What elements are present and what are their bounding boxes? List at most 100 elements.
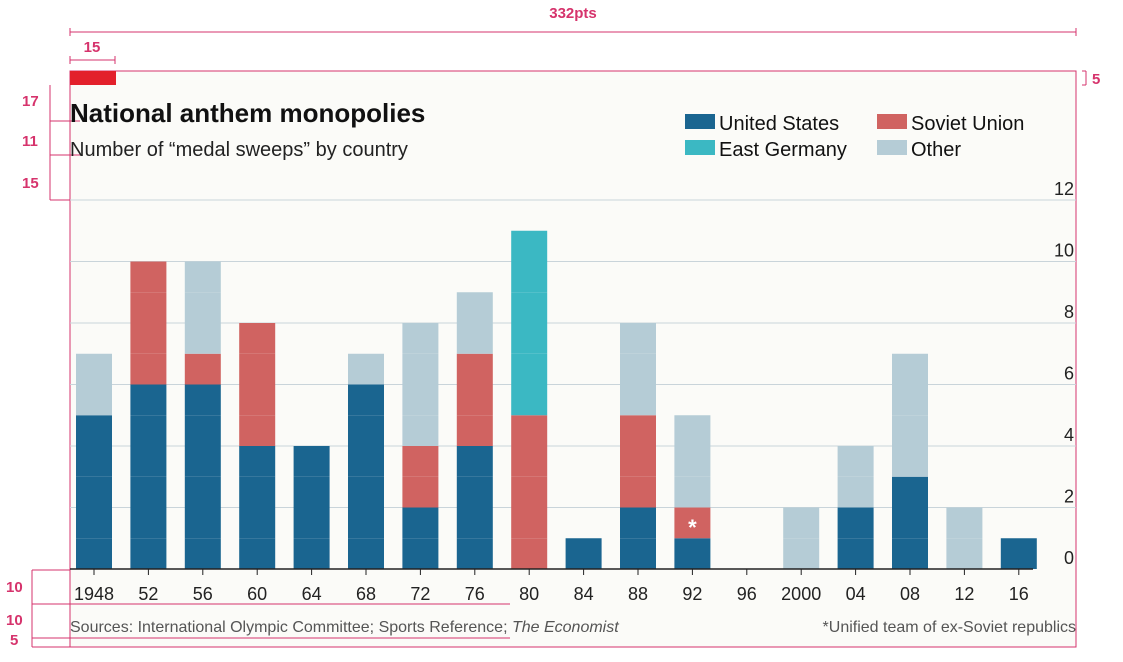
bar-us-84-1 [565,538,602,569]
y-axis: 0 2 4 6 8 10 12 [1054,179,1074,568]
bar-soviet-60-3 [239,353,276,385]
bar-soviet-88-1 [620,476,656,508]
bar-other-1948-2 [76,353,112,385]
bar-us-52-6 [130,384,167,416]
x-tick-label-88: 88 [628,584,648,604]
bar-us-1948-4 [76,446,112,477]
bar-eastgermany-80-4 [511,292,548,323]
bar-us-1948-2 [76,507,112,539]
bar-soviet-80-5 [511,415,548,446]
bar-us-64-3 [293,476,330,508]
bar-soviet-60-1 [239,415,276,446]
bar-us-76-3 [456,476,493,508]
frame-outline [69,70,1077,648]
left-margin-label: 15 [84,39,101,56]
bar-us-52-1 [130,538,167,569]
bar-other-08-4 [892,353,928,385]
bar-other-92-3 [674,415,711,446]
x-tick-label-52: 52 [138,584,158,604]
bar-other-04-2 [837,446,874,477]
bar-other-2000-1 [783,538,820,569]
bar-other-88-3 [620,323,656,354]
right-margin-label: 5 [1092,71,1100,88]
bar-eastgermany-80-1 [511,384,548,416]
bar-soviet-52-2 [130,323,167,354]
bar-eastgermany-80-5 [511,261,548,293]
bar-us-60-4 [239,446,276,477]
bar-us-68-2 [348,507,384,539]
x-tick-label-16: 16 [1009,584,1029,604]
bar-us-56-6 [184,384,221,416]
bars: * [76,230,1037,569]
bar-other-04-1 [837,476,874,508]
bar-us-72-2 [402,507,439,539]
bar-us-52-2 [130,507,167,539]
bar-other-08-3 [892,384,928,416]
bar-us-1948-5 [76,415,112,446]
title-gap-label: 17 [22,93,39,110]
x-tick-label-64: 64 [302,584,322,604]
x-tick-label-2000: 2000 [781,584,821,604]
y-tick-label-0: 0 [1064,548,1074,568]
legend-swatch-united-states [685,114,715,129]
x-tick-label-80: 80 [519,584,539,604]
bar-soviet-52-3 [130,292,167,323]
x-tick-label-04: 04 [846,584,866,604]
x-tick-label-72: 72 [410,584,430,604]
bar-us-92-1 [674,538,711,569]
bar-us-76-1 [456,538,493,569]
bar-other-56-1 [184,323,221,354]
x-axis: 1948 52 56 60 64 68 72 76 80 84 88 92 96 2000 04 08 12 16 [74,569,1029,604]
bar-other-08-1 [892,446,928,477]
bar-eastgermany-80-6 [511,230,548,262]
bar-soviet-80-4 [511,446,548,477]
bar-other-1948-1 [76,384,112,416]
source-gap-label: 10 [6,612,23,629]
legend-swatch-other [877,140,907,155]
legend: United States Soviet Union East Germany … [685,113,1024,161]
bar-us-68-1 [348,538,384,569]
chart-title: National anthem monopolies [70,98,425,128]
bar-soviet-88-3 [620,415,656,446]
legend-label-soviet-union: Soviet Union [911,113,1024,135]
bar-us-08-2 [892,507,928,539]
bar-us-52-4 [130,446,167,477]
bar-us-72-1 [402,538,439,569]
x-tick-label-84: 84 [574,584,594,604]
y-tick-label-8: 8 [1064,302,1074,322]
x-tick-label-68: 68 [356,584,376,604]
bar-us-56-3 [184,476,221,508]
axis-gap-label: 10 [6,579,23,596]
bar-us-68-3 [348,476,384,508]
y-tick-label-4: 4 [1064,425,1074,445]
bar-soviet-80-3 [511,476,548,508]
legend-swatch-east-germany [685,140,715,155]
bar-us-56-1 [184,538,221,569]
bar-us-04-1 [837,538,874,569]
bar-us-16-1 [1000,538,1037,569]
x-tick-label-60: 60 [247,584,267,604]
x-tick-label-92: 92 [682,584,702,604]
y-tick-label-12: 12 [1054,179,1074,199]
x-tick-label-96: 96 [737,584,757,604]
bar-other-12-2 [946,507,983,539]
x-tick-label-08: 08 [900,584,920,604]
bar-other-92-1 [674,476,711,508]
bottom-margin-label: 5 [10,632,18,649]
legend-label-east-germany: East Germany [719,139,847,161]
chart-subtitle: Number of “medal sweeps” by country [70,139,408,161]
bar-other-88-1 [620,384,656,416]
x-tick-label-76: 76 [465,584,485,604]
bar-soviet-52-1 [130,353,167,385]
bar-soviet-60-2 [239,384,276,416]
bar-us-56-4 [184,446,221,477]
bar-soviet-52-4 [130,261,167,293]
bar-soviet-72-1 [402,476,439,508]
bar-other-56-2 [184,292,221,323]
chart-gap-label: 15 [22,175,39,192]
width-label: 332pts [549,5,597,22]
unified-team-marker: * [688,515,697,540]
y-tick-label-10: 10 [1054,241,1074,261]
bar-other-68-1 [348,353,384,385]
